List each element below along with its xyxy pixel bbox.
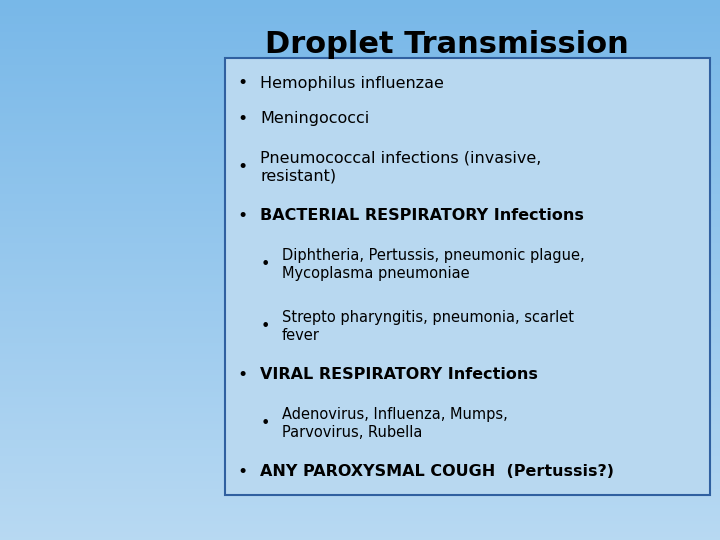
Text: •: •: [238, 110, 248, 127]
Text: •: •: [238, 207, 248, 225]
Text: BACTERIAL RESPIRATORY Infections: BACTERIAL RESPIRATORY Infections: [260, 208, 584, 223]
Text: •: •: [261, 416, 270, 431]
Text: Hemophilus influenzae: Hemophilus influenzae: [260, 76, 444, 91]
FancyBboxPatch shape: [225, 58, 710, 495]
Text: •: •: [261, 319, 270, 334]
Text: •: •: [238, 74, 248, 92]
Text: •: •: [238, 158, 248, 176]
Text: ANY PAROXYSMAL COUGH  (Pertussis?): ANY PAROXYSMAL COUGH (Pertussis?): [260, 464, 614, 480]
Text: •: •: [238, 463, 248, 481]
Text: Adenovirus, Influenza, Mumps,
Parvovirus, Rubella: Adenovirus, Influenza, Mumps, Parvovirus…: [282, 407, 508, 440]
Text: Strepto pharyngitis, pneumonia, scarlet
fever: Strepto pharyngitis, pneumonia, scarlet …: [282, 309, 574, 342]
Text: Meningococci: Meningococci: [260, 111, 369, 126]
Text: •: •: [238, 366, 248, 384]
Text: Pneumococcal infections (invasive,
resistant): Pneumococcal infections (invasive, resis…: [260, 151, 541, 184]
Text: VIRAL RESPIRATORY Infections: VIRAL RESPIRATORY Infections: [260, 367, 538, 382]
Text: •: •: [261, 257, 270, 272]
Text: Diphtheria, Pertussis, pneumonic plague,
Mycoplasma pneumoniae: Diphtheria, Pertussis, pneumonic plague,…: [282, 248, 585, 281]
Text: Droplet Transmission: Droplet Transmission: [264, 30, 629, 59]
